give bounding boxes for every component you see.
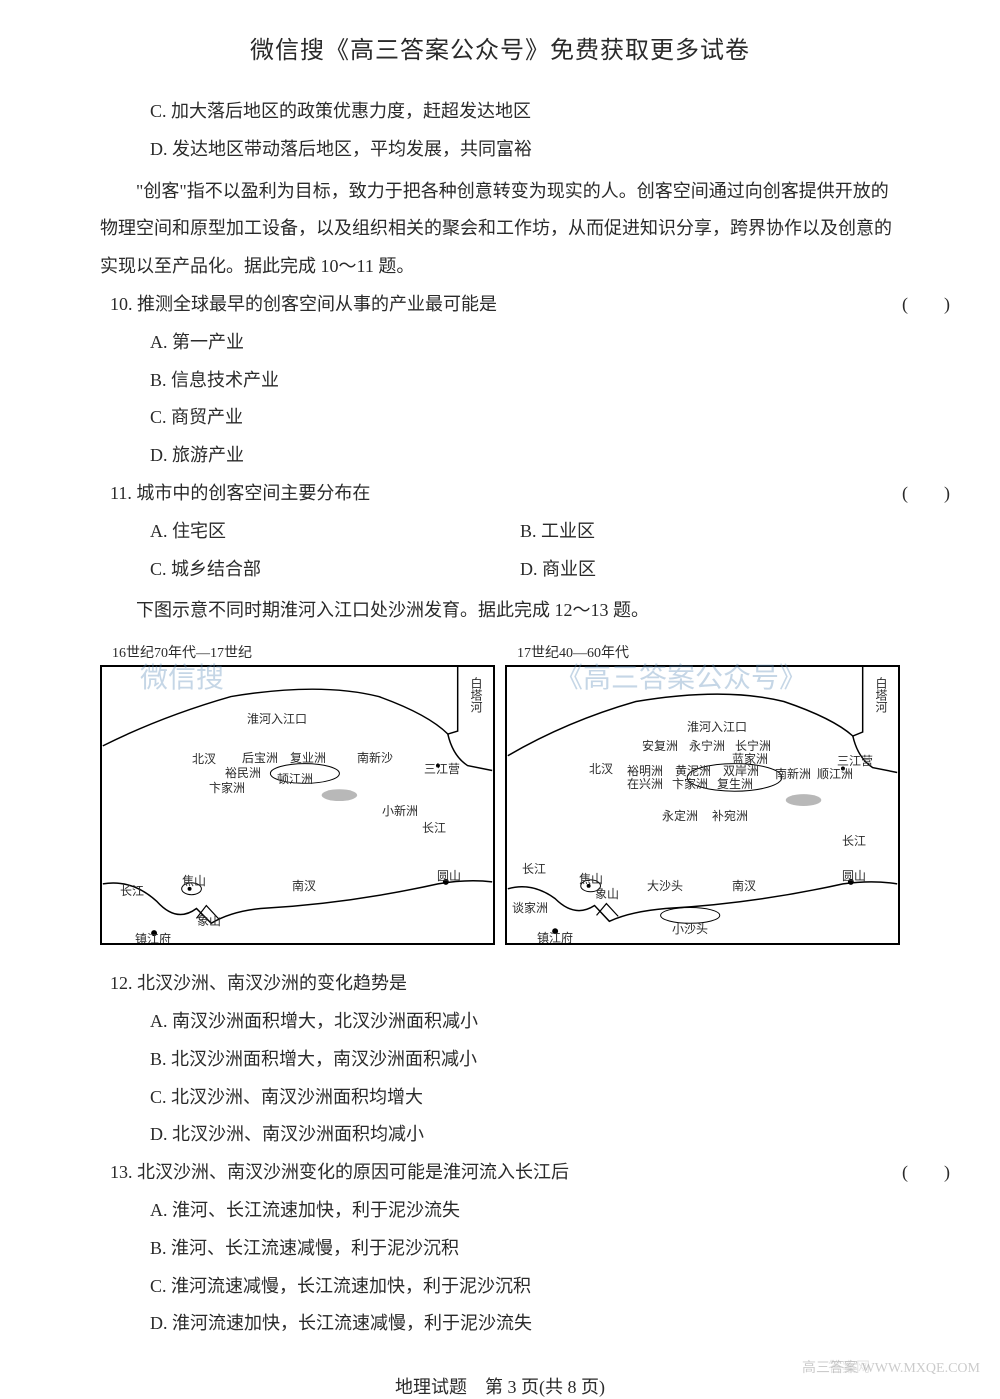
- map1-label-bianjia: 卞家洲: [209, 779, 245, 796]
- map2-label-buwan: 补宛洲: [712, 807, 748, 824]
- map1-title: 16世纪70年代—17世纪: [100, 642, 495, 662]
- map2-xiangshan-peak: [597, 904, 619, 917]
- map2-north-coast: [508, 667, 863, 756]
- q12-option-a: A. 南汊沙洲面积增大，北汊沙洲面积减小: [100, 1003, 900, 1041]
- intro-maps: 下图示意不同时期淮河入江口处沙洲发育。据此完成 12～13 题。: [100, 592, 900, 630]
- q11-bracket: ( ): [902, 475, 950, 513]
- q13-option-a: A. 淮河、长江流速加快，利于泥沙流失: [100, 1192, 900, 1230]
- map2-label-bianjia: 卞家洲: [672, 775, 708, 792]
- map2-label-xiangshan: 象山: [595, 885, 619, 902]
- q13-bracket: ( ): [902, 1154, 950, 1192]
- map1-label-jiaoshan: 焦山: [182, 872, 206, 889]
- map2-shoal: [786, 794, 821, 806]
- map2-label-fusheng: 复生洲: [717, 775, 753, 792]
- map1-label-nanxin: 南新沙: [357, 749, 393, 766]
- map1-label-yuanshan: 圆山: [437, 867, 461, 884]
- map2-label-yongding: 永定洲: [662, 807, 698, 824]
- map1-label-beihan: 北汊: [192, 750, 216, 767]
- map2-label-beihan: 北汊: [589, 760, 613, 777]
- q13-option-d: D. 淮河流速加快，长江流速减慢，利于泥沙流失: [100, 1305, 900, 1343]
- map2-label-zaixing: 在兴洲: [627, 775, 663, 792]
- q12-option-b: B. 北汊沙洲面积增大，南汊沙洲面积减小: [100, 1041, 900, 1079]
- map-left-box: 16世纪70年代—17世纪 白塔河 淮河入江口 北汊 后宝洲 复业洲 南新沙 裕: [100, 642, 495, 945]
- q11-option-c: C. 城乡结合部: [150, 551, 520, 589]
- q11-option-d: D. 商业区: [520, 551, 596, 589]
- q11-row2: C. 城乡结合部 D. 商业区: [100, 551, 900, 589]
- map1-shoal: [322, 789, 357, 801]
- map2-label-huaihe: 淮河入江口: [687, 718, 747, 735]
- map1-label-fuye: 复业洲: [290, 749, 326, 766]
- map2-label-changjiang2: 长江: [842, 832, 866, 849]
- map-right-box: 17世纪40—60年代 白塔河 淮河入江口 安复洲 永宁洲 长宁洲 蓝家洲: [505, 642, 900, 945]
- option-d-prev: D. 发达地区带动落后地区，平均发展，共同富裕: [100, 131, 900, 169]
- map2-label-dashatou: 大沙头: [647, 877, 683, 894]
- q10-stem: 10. 推测全球最早的创客空间从事的产业最可能是 ( ): [100, 286, 900, 324]
- q11-option-a: A. 住宅区: [150, 513, 520, 551]
- q11-row1: A. 住宅区 B. 工业区: [100, 513, 900, 551]
- q11-option-b: B. 工业区: [520, 513, 595, 551]
- q10-bracket: ( ): [902, 286, 950, 324]
- map2-label-nanhan: 南汊: [732, 877, 756, 894]
- map2-label-sanjiang: 三江营: [837, 752, 873, 769]
- q10-option-b: B. 信息技术产业: [100, 362, 900, 400]
- q13-text: 13. 北汊沙洲、南汊沙洲变化的原因可能是淮河流入长江后: [110, 1162, 569, 1182]
- map2-frame: 白塔河 淮河入江口 安复洲 永宁洲 长宁洲 蓝家洲 北汊 裕明洲 黄泥洲 双岸洲…: [505, 665, 900, 945]
- map1-label-baita: 白塔河: [468, 677, 485, 713]
- q13-stem: 13. 北汊沙洲、南汊沙洲变化的原因可能是淮河流入长江后 ( ): [100, 1154, 900, 1192]
- maps-container: 16世纪70年代—17世纪 白塔河 淮河入江口 北汊 后宝洲 复业洲 南新沙 裕: [100, 642, 900, 945]
- q13-option-c: C. 淮河流速减慢，长江流速加快，利于泥沙沉积: [100, 1268, 900, 1306]
- map2-label-baita: 白塔河: [873, 677, 890, 713]
- map2-south-coast: [508, 882, 897, 921]
- map1-north-coast: [103, 667, 458, 746]
- map2-label-nanxin: 南新洲: [775, 765, 811, 782]
- watermark-br: 高三答案 WWW.MXQE.COM: [802, 1357, 980, 1377]
- q10-option-d: D. 旅游产业: [100, 437, 900, 475]
- map2-label-zhenjiang: 镇江府: [537, 929, 573, 945]
- q13-option-b: B. 淮河、长江流速减慢，利于泥沙沉积: [100, 1230, 900, 1268]
- q12-stem: 12. 北汊沙洲、南汊沙洲的变化趋势是: [100, 965, 900, 1003]
- page-header: 微信搜《高三答案公众号》免费获取更多试卷: [100, 30, 900, 65]
- map1-label-nanhan: 南汊: [292, 877, 316, 894]
- map2-label-changjiang1: 长江: [522, 860, 546, 877]
- page-footer: 地理试题 第 3 页(共 8 页): [100, 1373, 900, 1399]
- q10-option-c: C. 商贸产业: [100, 399, 900, 437]
- map1-label-xiaoxin: 小新洲: [382, 802, 418, 819]
- map1-label-huaihe: 淮河入江口: [247, 710, 307, 727]
- q11-stem: 11. 城市中的创客空间主要分布在 ( ): [100, 475, 900, 513]
- q12-option-d: D. 北汊沙洲、南汊沙洲面积均减小: [100, 1116, 900, 1154]
- map1-label-changjiang2: 长江: [422, 819, 446, 836]
- map2-label-yuanshan: 圆山: [842, 867, 866, 884]
- map1-label-xiangshan: 象山: [197, 912, 221, 929]
- map2-label-yongning: 永宁洲: [689, 737, 725, 754]
- map1-label-dunjiang: 顿江洲: [277, 770, 313, 787]
- map2-label-anfu: 安复洲: [642, 737, 678, 754]
- map2-label-xiaoshatou: 小沙头: [672, 920, 708, 937]
- map1-label-changjiang1: 长江: [120, 882, 144, 899]
- q10-text: 10. 推测全球最早的创客空间从事的产业最可能是: [110, 294, 497, 314]
- q10-option-a: A. 第一产业: [100, 324, 900, 362]
- map1-label-zhenjiang: 镇江府: [135, 930, 171, 945]
- passage-chuangke: "创客"指不以盈利为目标，致力于把各种创意转变为现实的人。创客空间通过向创客提供…: [100, 173, 900, 286]
- map2-title: 17世纪40—60年代: [505, 642, 900, 662]
- map1-frame: 白塔河 淮河入江口 北汊 后宝洲 复业洲 南新沙 裕民洲 顿江洲 卞家洲 小新洲…: [100, 665, 495, 945]
- map2-label-tanjia: 谈家洲: [512, 899, 548, 916]
- map1-svg: [102, 667, 493, 943]
- map1-label-sanjiang: 三江营: [424, 760, 460, 777]
- q12-option-c: C. 北汊沙洲、南汊沙洲面积均增大: [100, 1079, 900, 1117]
- q11-text: 11. 城市中的创客空间主要分布在: [110, 483, 370, 503]
- option-c-prev: C. 加大落后地区的政策优惠力度，赶超发达地区: [100, 93, 900, 131]
- map2-svg: [507, 667, 898, 943]
